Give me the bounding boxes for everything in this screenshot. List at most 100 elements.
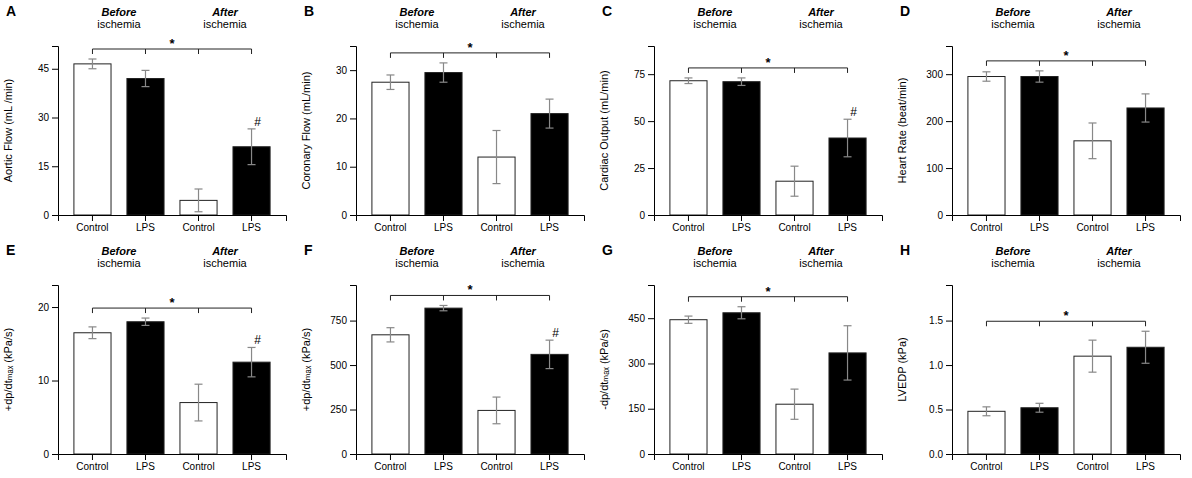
bracket-tick [496,53,497,58]
y-tick-mark [648,409,654,410]
bracket-tick [741,297,742,302]
y-tick-label: 150 [628,403,645,414]
bar [723,313,760,454]
significance-star: * [467,282,473,297]
x-tick-mark [145,454,146,460]
y-axis: 0150300450 [628,286,654,460]
bracket-tick [986,61,987,66]
y-axis-line [350,286,357,455]
bracket-tick [390,53,391,58]
group-label: Before [102,6,137,18]
group-label: Before [996,245,1031,257]
x-axis-line [655,455,883,461]
error-bar-cap [386,341,394,342]
y-tick: 30 [336,65,356,76]
error-bar-stem [549,340,550,368]
bracket-tick [1039,61,1040,66]
x-tick: LPS [1030,215,1049,233]
y-tick: 20 [38,302,58,313]
x-tick: Control [778,454,810,472]
x-tick-label: Control [374,222,406,233]
y-tick-label: 25 [634,163,646,174]
group-label: After [509,245,536,257]
y-tick-mark [350,365,356,366]
error-bar-cap [684,83,692,84]
y-tick-mark [648,121,654,122]
error-bar [684,316,692,323]
x-tick-mark [794,215,795,221]
x-tick: Control [778,215,810,233]
x-tick-mark [496,454,497,460]
error-bar-stem [198,189,199,212]
x-tick-mark [443,454,444,460]
x-tick-label: Control [1076,222,1108,233]
bracket-tick [549,53,550,58]
error-bar-cap [439,82,447,83]
x-axis-line [59,455,287,461]
bar [1021,77,1058,215]
bracket-tick [443,295,444,300]
panel-label: D [900,3,910,19]
y-tick: 0 [43,449,58,460]
y-tick: 300 [628,358,654,369]
y-tick-label: 20 [336,113,348,124]
y-tick: 450 [628,313,654,324]
y-tick-label: 450 [628,313,645,324]
bracket-tick [1145,61,1146,66]
error-bar-cap [684,77,692,78]
y-axis-title: Cardiac Output (mL/min) [598,70,610,190]
x-tick-label: Control [76,461,108,472]
error-bar-stem [688,78,689,84]
x-tick-mark [251,454,252,460]
panel-label: F [304,242,313,258]
group-label: After [1105,245,1132,257]
significance-star: * [169,295,175,310]
y-tick: 45 [38,63,58,74]
bar [1021,408,1058,454]
error-bar [546,340,554,368]
group-label: Before [996,6,1031,18]
x-tick-mark [549,215,550,221]
x-tick-mark [198,454,199,460]
x-tick: LPS [434,454,453,472]
group-label: Before [400,245,435,257]
x-tick-label: Control [480,222,512,233]
panel: 0250500750ControlLPSControlLPS+dp/dtₘₐₓ … [300,242,585,472]
error-bar-cap [1089,122,1097,123]
panel: 01020ControlLPSControlLPS+dp/dtₘₐₓ (kPa/… [2,242,287,472]
y-tick-mark [946,321,952,322]
marks [670,307,866,454]
y-axis-line [52,47,59,216]
x-axis-line [59,216,287,222]
panel: 0100200300ControlLPSControlLPSHeart Rate… [896,3,1181,233]
x-tick-mark [92,454,93,460]
error-bar-cap [1142,363,1150,364]
bracket-tick [390,295,391,300]
error-bar [1089,340,1097,372]
group-sublabel: ischemia [501,257,545,269]
bracket-tick [92,49,93,54]
y-tick-label: 0 [937,210,943,221]
error-bar-stem [251,129,252,165]
error-bar-cap [386,327,394,328]
x-axis-line [357,216,585,222]
x-tick: Control [970,454,1002,472]
group-sublabel: ischemia [97,257,141,269]
x-tick: LPS [242,454,261,472]
y-tick-label: 0 [43,449,49,460]
error-bar-cap [493,396,501,397]
marks [968,331,1164,454]
x-tick: Control [374,215,406,233]
error-bar [195,384,203,421]
bracket-tick [251,308,252,313]
panel-label: A [6,3,16,19]
error-bar-cap [1035,412,1043,413]
y-axis-title: +dp/dtₘₐₓ (kPa/s) [300,328,312,411]
error-bar [844,326,852,380]
x-tick-mark [1039,215,1040,221]
x-tick: LPS [540,215,559,233]
group-label: Before [698,6,733,18]
x-tick: Control [182,215,214,233]
y-tick: 1.0 [929,360,952,371]
error-bar-cap [737,77,745,78]
